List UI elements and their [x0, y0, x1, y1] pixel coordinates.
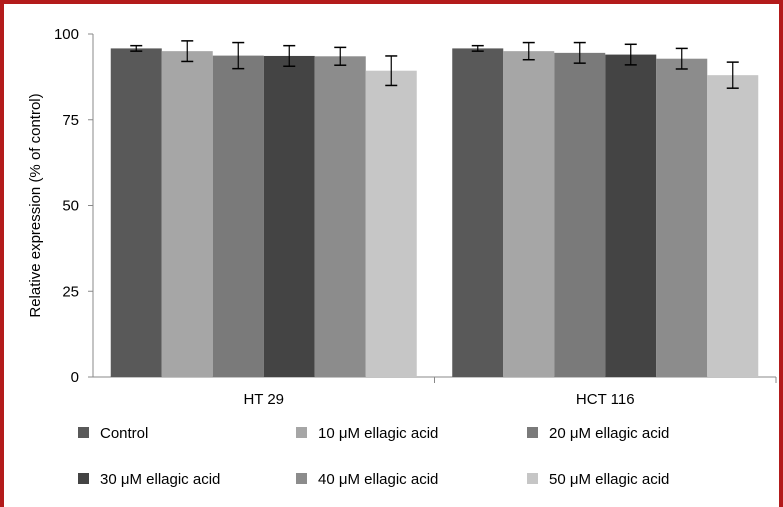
y-tick-label: 75: [62, 112, 79, 129]
legend-label: 20 μM ellagic acid: [549, 425, 669, 442]
bar: [707, 75, 759, 377]
legend-label: 50 μM ellagic acid: [549, 471, 669, 488]
bar: [365, 70, 417, 378]
bar: [452, 48, 504, 377]
legend-swatch: [78, 427, 89, 438]
bar: [605, 54, 657, 377]
bar: [554, 52, 606, 378]
bar: [314, 56, 366, 378]
bar: [503, 51, 555, 378]
legend-label: 10 μM ellagic acid: [318, 425, 438, 442]
bar: [110, 48, 162, 377]
chart-error-bars: [130, 40, 739, 89]
chart-bars: [110, 48, 759, 378]
legend-swatch: [296, 473, 307, 484]
legend-label: 30 μM ellagic acid: [100, 471, 220, 488]
bar: [212, 55, 264, 377]
bar: [263, 55, 315, 378]
y-tick-label: 100: [54, 26, 79, 43]
legend-swatch: [296, 427, 307, 438]
legend-swatch: [527, 473, 538, 484]
y-tick-label: 25: [62, 283, 79, 300]
bar: [161, 51, 213, 378]
legend-swatch: [78, 473, 89, 484]
chart-legend: Control 10 μM ellagic acid 20 μM ellagic a…: [78, 425, 669, 488]
y-tick-label: 0: [71, 369, 79, 386]
x-tick-label: HT 29: [243, 391, 284, 408]
x-tick-label: HCT 116: [576, 391, 635, 408]
bar: [656, 58, 708, 378]
legend-label: 40 μM ellagic acid: [318, 471, 438, 488]
legend-label: Control: [100, 425, 148, 442]
legend-swatch: [527, 427, 538, 438]
y-tick-label: 50: [62, 198, 79, 215]
y-axis-label: Relative expression (% of control): [27, 93, 44, 317]
